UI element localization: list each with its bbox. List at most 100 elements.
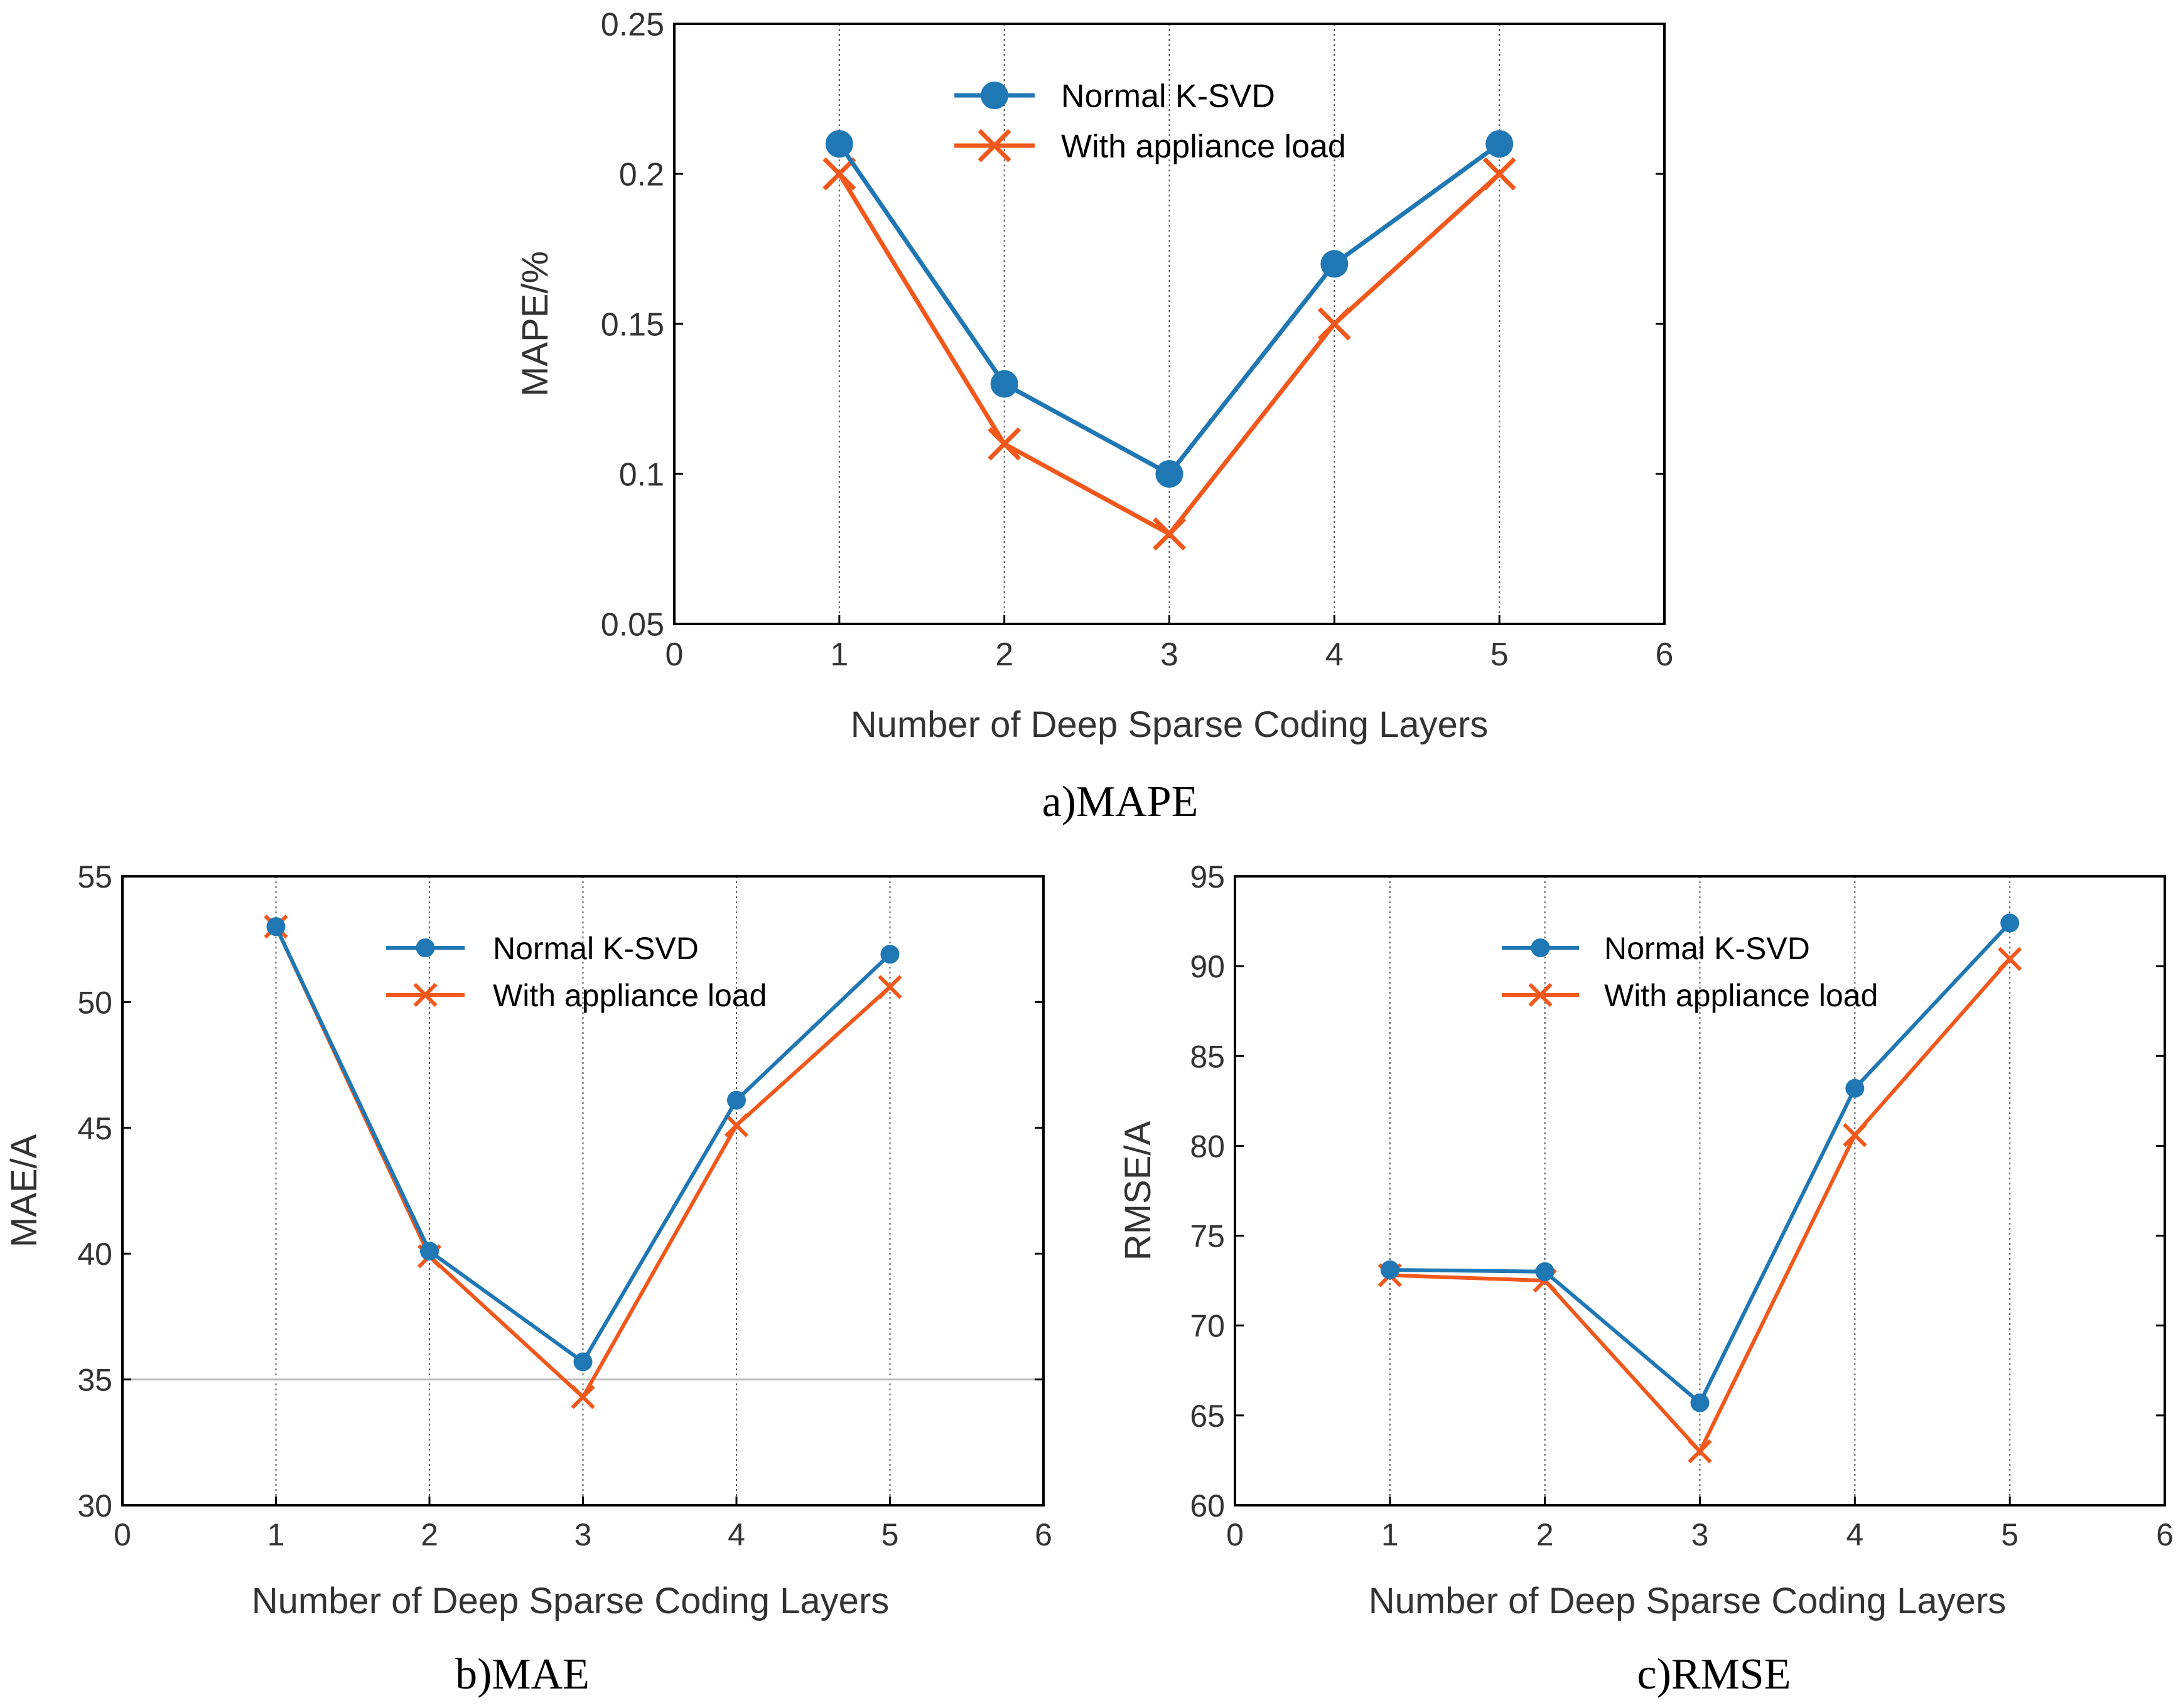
x-tick-label: 1 — [830, 636, 848, 673]
data-point-circle — [825, 130, 853, 158]
legend-label-1: Normal K-SVD — [1604, 931, 1810, 966]
x-tick-label: 2 — [1536, 1517, 1554, 1552]
data-point-x — [878, 975, 902, 999]
data-point-x — [1482, 157, 1516, 191]
plot-area — [674, 24, 1664, 624]
data-point-circle — [1380, 1260, 1399, 1279]
chart-caption: a)MAPE — [1042, 778, 1199, 826]
data-point-x — [1998, 947, 2022, 971]
x-tick-label: 1 — [267, 1517, 285, 1552]
data-point-x-stroke — [1843, 1123, 1867, 1147]
y-axis-label: MAE/A — [4, 1134, 45, 1247]
y-tick-label: 0.2 — [619, 157, 664, 193]
legend: Normal K-SVD With appliance load — [954, 78, 1346, 165]
plot-area — [122, 876, 1043, 1505]
data-point-x-stroke — [571, 1385, 595, 1409]
legend-label-2: With appliance load — [1061, 129, 1346, 165]
x-tick-label: 2 — [995, 636, 1013, 673]
y-tick-label: 0.15 — [601, 307, 664, 343]
data-point-x-stroke — [988, 427, 1021, 461]
y-tick-label: 90 — [1190, 949, 1225, 984]
y-tick-label: 70 — [1190, 1309, 1225, 1344]
x-tick-label: 6 — [2156, 1517, 2174, 1552]
legend-marker-circle — [416, 938, 435, 957]
y-axis-label: RMSE/A — [1118, 1121, 1158, 1261]
y-tick-label: 75 — [1190, 1219, 1225, 1254]
legend-label-1: Normal K-SVD — [1061, 78, 1275, 115]
data-point-circle — [1535, 1262, 1555, 1281]
data-point-x-stroke — [724, 1113, 749, 1137]
data-point-x — [1843, 1123, 1867, 1147]
x-tick-label: 6 — [1656, 636, 1674, 673]
y-tick-label: 95 — [1190, 859, 1225, 894]
x-tick-label: 5 — [2001, 1517, 2019, 1552]
legend-label-2: With appliance load — [493, 978, 767, 1013]
data-point-circle — [880, 945, 900, 964]
data-point-x — [1688, 1439, 1712, 1464]
data-point-circle — [1155, 460, 1183, 488]
x-tick-label: 3 — [574, 1517, 592, 1552]
data-point-x — [1317, 307, 1351, 341]
data-point-x — [724, 1113, 749, 1137]
y-tick-label: 80 — [1190, 1129, 1225, 1164]
data-point-x-stroke — [1688, 1439, 1712, 1464]
x-tick-label: 0 — [114, 1517, 131, 1552]
x-tick-label: 3 — [1691, 1517, 1709, 1552]
x-tick-label: 1 — [1381, 1517, 1399, 1552]
data-point-x-stroke — [1317, 307, 1351, 341]
data-point-circle — [1320, 250, 1349, 278]
chart-panel-3: 0 1 2 3 4 5 6 60 65 70 75 80 85 90 95 Number of Deep Sp… — [1118, 859, 2174, 1699]
data-point-x-stroke — [878, 975, 902, 999]
y-tick-label: 85 — [1190, 1039, 1225, 1074]
x-tick-label: 5 — [1490, 636, 1509, 673]
y-tick-label: 30 — [77, 1488, 112, 1523]
data-point-circle — [420, 1242, 439, 1261]
data-point-circle — [266, 917, 286, 937]
y-tick-label: 65 — [1190, 1399, 1225, 1434]
data-point-x — [571, 1385, 595, 1409]
legend: Normal K-SVD With appliance load — [386, 931, 767, 1013]
legend-marker-x — [978, 129, 1011, 163]
x-tick-label: 0 — [666, 636, 684, 673]
data-point-x-stroke — [1482, 157, 1516, 191]
data-point-circle — [1485, 130, 1514, 158]
y-tick-label: 0.1 — [619, 457, 664, 493]
y-tick-label: 45 — [77, 1111, 112, 1146]
legend-marker-x — [413, 982, 438, 1007]
y-axis-label: MAPE/% — [515, 251, 556, 397]
x-tick-label: 4 — [1325, 636, 1344, 673]
legend: Normal K-SVD With appliance load — [1502, 931, 1878, 1013]
legend-marker-circle — [981, 82, 1008, 109]
x-tick-label: 2 — [421, 1517, 438, 1552]
data-point-x — [822, 157, 856, 191]
y-tick-label: 40 — [77, 1237, 112, 1272]
chart-caption: c)RMSE — [1637, 1650, 1791, 1699]
chart-caption: b)MAE — [455, 1650, 590, 1699]
data-point-circle — [990, 370, 1018, 398]
legend-marker-circle — [1531, 938, 1550, 957]
data-point-x-stroke — [1153, 517, 1186, 551]
y-tick-label: 50 — [77, 985, 112, 1020]
legend-label-2: With appliance load — [1604, 978, 1878, 1013]
y-tick-label: 55 — [77, 859, 112, 894]
data-point-circle — [1845, 1078, 1865, 1098]
data-point-circle — [1690, 1393, 1710, 1412]
x-axis-label: Number of Deep Sparse Coding Layers — [1369, 1581, 2007, 1621]
x-tick-label: 5 — [881, 1517, 899, 1552]
x-tick-label: 4 — [1846, 1517, 1863, 1552]
data-point-circle — [573, 1352, 593, 1372]
x-axis-label: Number of Deep Sparse Coding Layers — [252, 1581, 890, 1621]
data-point-x-stroke — [822, 157, 856, 191]
data-point-circle — [2000, 913, 2020, 933]
x-tick-label: 3 — [1160, 636, 1178, 673]
data-point-x — [1153, 517, 1186, 551]
y-tick-label: 0.05 — [601, 607, 664, 643]
legend-marker-x — [1528, 982, 1553, 1007]
x-tick-label: 6 — [1035, 1517, 1052, 1552]
y-tick-label: 0.25 — [601, 7, 664, 43]
data-point-circle — [727, 1090, 746, 1110]
x-axis-label: Number of Deep Sparse Coding Layers — [851, 704, 1489, 745]
x-tick-label: 0 — [1226, 1517, 1244, 1552]
